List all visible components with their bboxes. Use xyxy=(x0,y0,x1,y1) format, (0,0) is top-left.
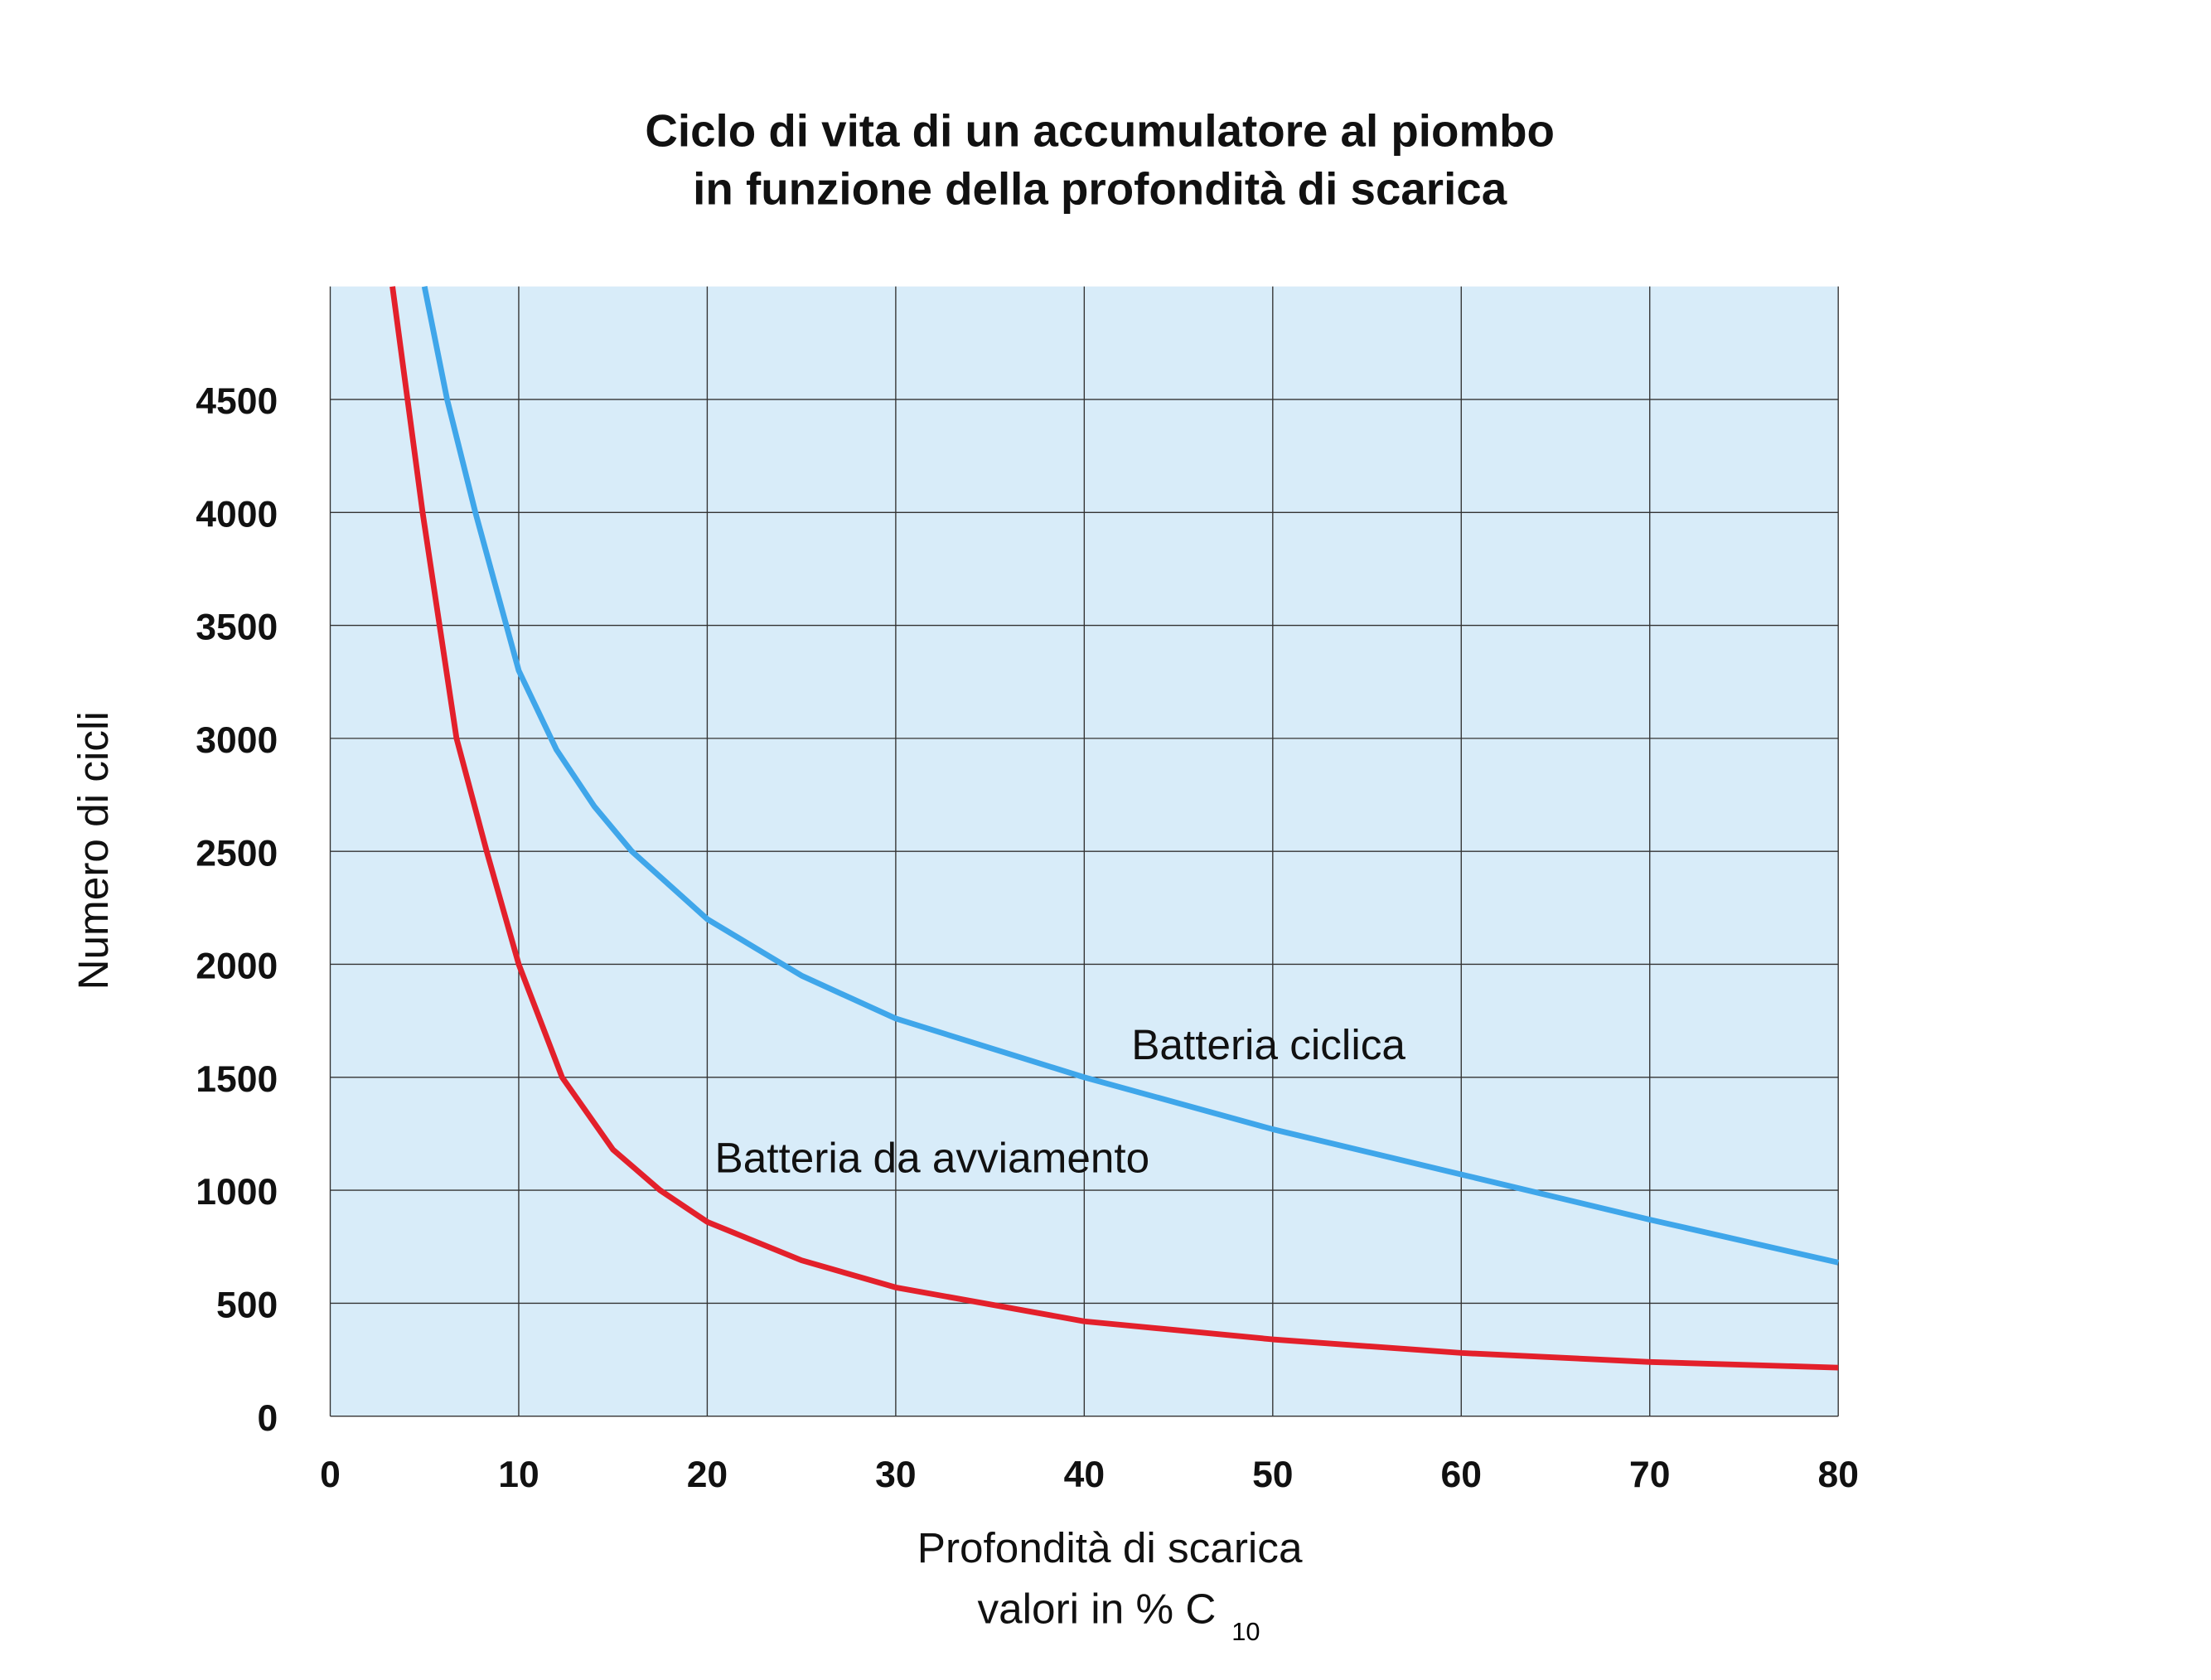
y-tick-label: 0 xyxy=(257,1398,278,1439)
x-tick-label: 40 xyxy=(1064,1455,1105,1495)
y-tick-label: 2500 xyxy=(196,833,278,874)
x-tick-label: 60 xyxy=(1441,1455,1482,1495)
y-tick-label: 1500 xyxy=(196,1059,278,1100)
x-tick-label: 80 xyxy=(1817,1455,1858,1495)
y-tick-label: 3500 xyxy=(196,608,278,648)
y-tick-label: 4500 xyxy=(196,381,278,422)
y-tick-label: 1000 xyxy=(196,1172,278,1213)
line xyxy=(389,286,1839,1371)
y-tick-label: 500 xyxy=(216,1285,278,1326)
series-label: Batteria da avviamento xyxy=(715,1134,1150,1181)
y-tick-label: 3000 xyxy=(196,720,278,761)
x-axis-label: valori in % C xyxy=(977,1585,1216,1632)
y-tick-label: 2000 xyxy=(196,947,278,987)
chart-title: in funzione della profondità di scarica xyxy=(693,162,1507,214)
x-tick-label: 50 xyxy=(1252,1455,1293,1495)
y-tick-label: 4000 xyxy=(196,494,278,535)
x-axis-label: Profondità di scarica xyxy=(917,1524,1303,1571)
series-label: Batteria ciclica xyxy=(1131,1021,1405,1068)
line xyxy=(421,285,1839,1266)
x-tick-label: 0 xyxy=(320,1455,341,1495)
y-axis-label: Numero di cicli xyxy=(70,711,117,990)
x-tick-label: 20 xyxy=(687,1455,728,1495)
x-tick-label: 70 xyxy=(1629,1455,1670,1495)
chart-title: Ciclo di vita di un accumulatore al piom… xyxy=(645,104,1555,156)
x-axis-label-subscript: 10 xyxy=(1231,1617,1260,1646)
x-tick-label: 10 xyxy=(498,1455,539,1495)
x-tick-label: 30 xyxy=(875,1455,916,1495)
